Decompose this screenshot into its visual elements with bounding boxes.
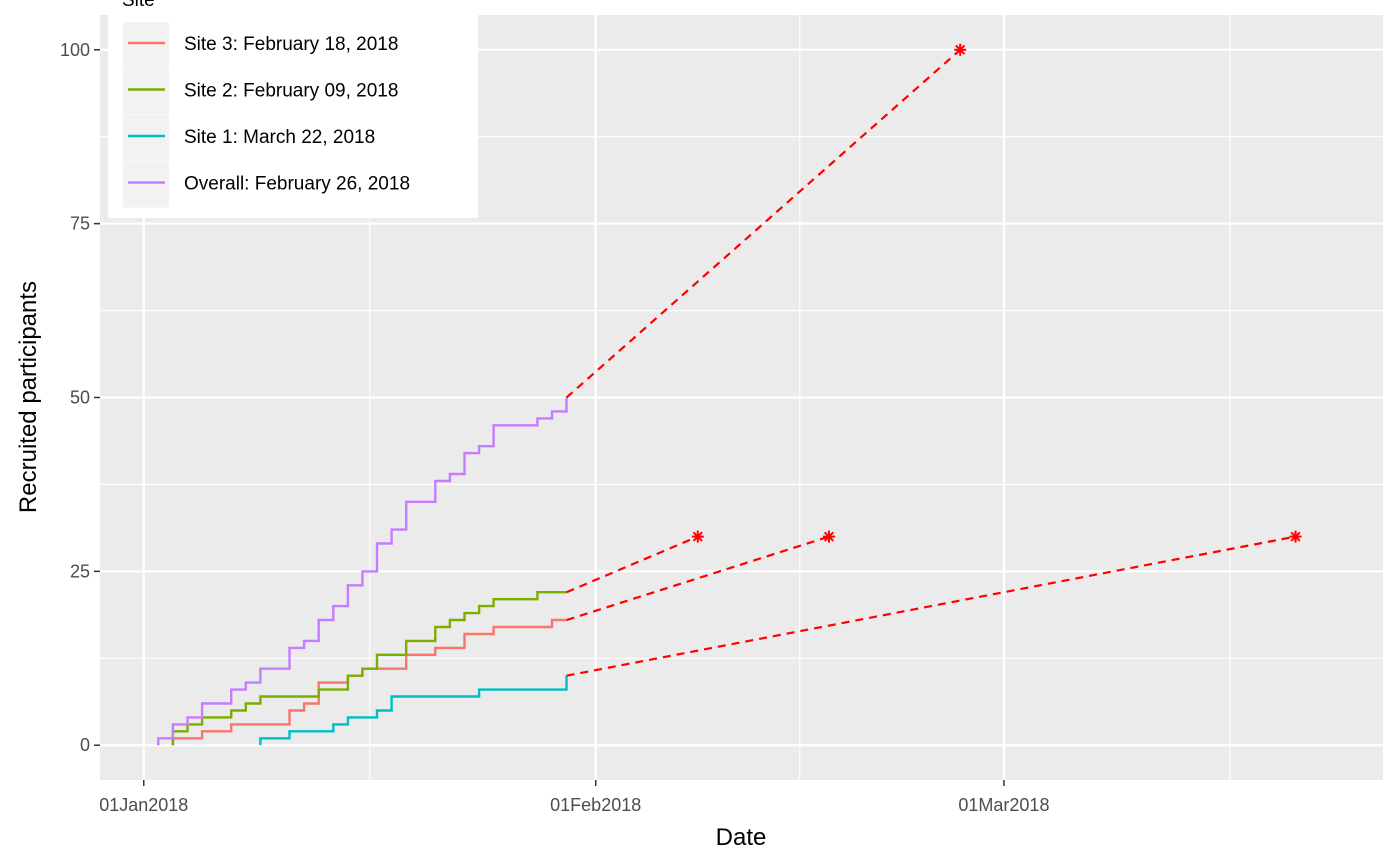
projection-endpoint-4 — [954, 43, 967, 56]
projection-line-3 — [566, 535, 1296, 677]
legend-box — [108, 0, 478, 218]
projection-endpoint-2 — [691, 530, 704, 543]
legend: Site Site 3: February 18, 2018 Site 2: Fe… — [108, 0, 478, 218]
projection-line-2 — [566, 535, 699, 594]
series-line-4 — [157, 397, 568, 746]
y-tick-label: 75 — [70, 214, 90, 234]
legend-title: Site — [122, 0, 155, 11]
x-tick-label: 01Feb2018 — [550, 795, 641, 815]
legend-key-bg — [123, 22, 169, 68]
legend-items: Site 3: February 18, 2018 Site 2: Februar… — [123, 22, 410, 208]
y-axis: 0 25 50 75 100 — [60, 40, 100, 755]
legend-item-label: Site 1: March 22, 2018 — [184, 127, 375, 148]
legend-key-bg — [123, 68, 169, 115]
series-line-2 — [171, 591, 567, 746]
projection-line-1 — [566, 535, 830, 622]
y-axis-title: Recruited participants — [15, 281, 42, 513]
projection-layer — [565, 43, 1302, 677]
x-tick-label: 01Mar2018 — [958, 795, 1049, 815]
x-axis-title: Date — [716, 824, 767, 851]
y-tick-label: 50 — [70, 388, 90, 408]
series-line-3 — [259, 675, 568, 746]
legend-item-label: Site 3: February 18, 2018 — [184, 34, 398, 55]
legend-key-bg — [123, 115, 169, 161]
projection-endpoint-1 — [822, 530, 835, 543]
legend-item-label: Site 2: February 09, 2018 — [184, 81, 398, 102]
projection-endpoint-3 — [1289, 530, 1302, 543]
y-tick-label: 25 — [70, 561, 90, 581]
x-tick-label: 01Jan2018 — [99, 795, 188, 815]
y-tick-label: 100 — [60, 40, 90, 60]
y-tick-label: 0 — [80, 735, 90, 755]
projection-line-4 — [565, 48, 961, 399]
series-layer — [157, 397, 568, 746]
x-axis: 01Jan2018 01Feb2018 01Mar2018 — [99, 780, 1049, 815]
major-gridlines — [100, 15, 1383, 780]
legend-key-bg — [123, 161, 169, 208]
legend-item-label: Overall: February 26, 2018 — [184, 174, 410, 195]
